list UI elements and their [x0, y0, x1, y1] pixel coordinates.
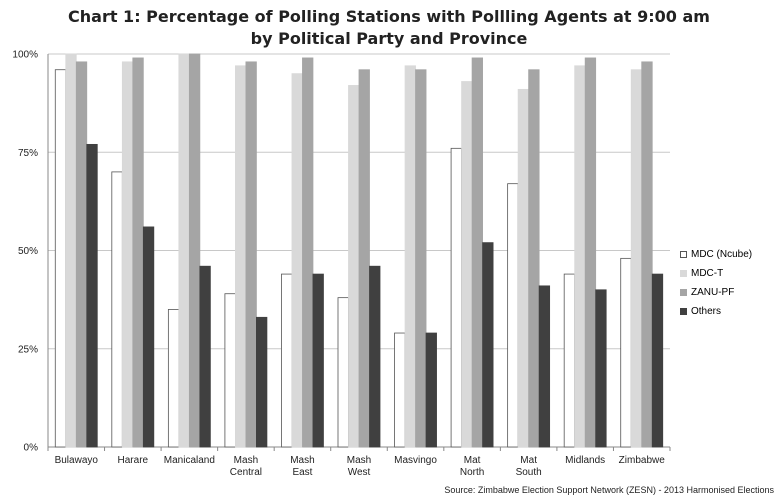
bar [86, 143, 98, 448]
bar [178, 53, 190, 448]
chart-title-line-1: Chart 1: Percentage of Polling Stations … [68, 7, 710, 26]
x-tick-label: Bulawayo [55, 455, 99, 466]
bar [471, 57, 483, 448]
bar [404, 65, 416, 448]
bar [425, 332, 437, 448]
y-tick-label: 0% [24, 443, 39, 454]
bar [75, 61, 88, 448]
bar [563, 273, 576, 448]
x-tick-label: Harare [118, 455, 149, 466]
bar [235, 65, 247, 448]
bar [54, 69, 67, 448]
bar [291, 73, 303, 448]
legend-label: MDC-T [691, 268, 724, 279]
bar [415, 69, 427, 448]
bar [111, 171, 123, 448]
bar [620, 257, 632, 448]
bar [358, 69, 370, 448]
chart-title: Chart 1: Percentage of Polling Stations … [0, 6, 778, 50]
bar [369, 265, 381, 448]
x-tick-label: Manicaland [164, 455, 215, 466]
bar [188, 53, 201, 448]
bar [595, 289, 607, 448]
bar [312, 273, 324, 448]
bar [302, 57, 314, 448]
bar [121, 61, 134, 448]
bar [651, 273, 664, 448]
source-note: Source: Zimbabwe Election Support Networ… [444, 485, 774, 495]
bar [256, 316, 268, 448]
bar [394, 332, 406, 448]
bar [199, 265, 211, 448]
x-tick-label: Mat North [460, 455, 484, 478]
legend-item: Others [680, 302, 752, 321]
legend-swatch [680, 251, 687, 258]
y-tick-label: 75% [18, 148, 38, 159]
bar [641, 61, 653, 448]
legend-item: MDC-T [680, 264, 752, 283]
legend-swatch [680, 289, 687, 296]
bar [224, 293, 236, 448]
bar [574, 65, 586, 448]
bar [245, 61, 257, 448]
x-tick-label: Zimbabwe [619, 455, 666, 466]
x-tick-label: Midlands [565, 455, 605, 466]
legend-item: ZANU-PF [680, 283, 752, 302]
y-tick-label: 100% [12, 50, 38, 61]
bar [538, 285, 551, 448]
bar [132, 57, 144, 448]
bar [482, 242, 494, 448]
bar [517, 88, 530, 448]
bar [167, 309, 180, 448]
bar [337, 297, 349, 448]
x-tick-label: Mash Central [230, 455, 262, 478]
legend-label: MDC (Ncube) [691, 249, 753, 260]
bar [507, 183, 519, 448]
y-tick-label: 25% [18, 344, 38, 355]
legend-swatch [680, 270, 687, 277]
bar [281, 273, 293, 448]
bar [584, 57, 597, 448]
bar [65, 53, 77, 448]
bar [450, 147, 462, 448]
x-tick-label: Mat South [516, 455, 542, 478]
y-tick-label: 50% [18, 246, 38, 257]
bar [528, 69, 540, 448]
x-tick-label: Mash West [347, 455, 371, 478]
chart-title-line-2: by Political Party and Province [250, 29, 528, 48]
legend-item: MDC (Ncube) [680, 245, 752, 264]
legend-label: ZANU-PF [691, 287, 735, 298]
bar [630, 69, 643, 448]
legend-label: Others [691, 306, 722, 317]
bar [348, 85, 360, 448]
bar [142, 226, 155, 448]
x-tick-label: Mash East [290, 455, 314, 478]
x-tick-label: Masvingo [394, 455, 437, 466]
bar [461, 81, 473, 448]
legend-swatch [680, 308, 687, 315]
legend: MDC (Ncube) MDC-T ZANU-PF Others [680, 245, 752, 321]
